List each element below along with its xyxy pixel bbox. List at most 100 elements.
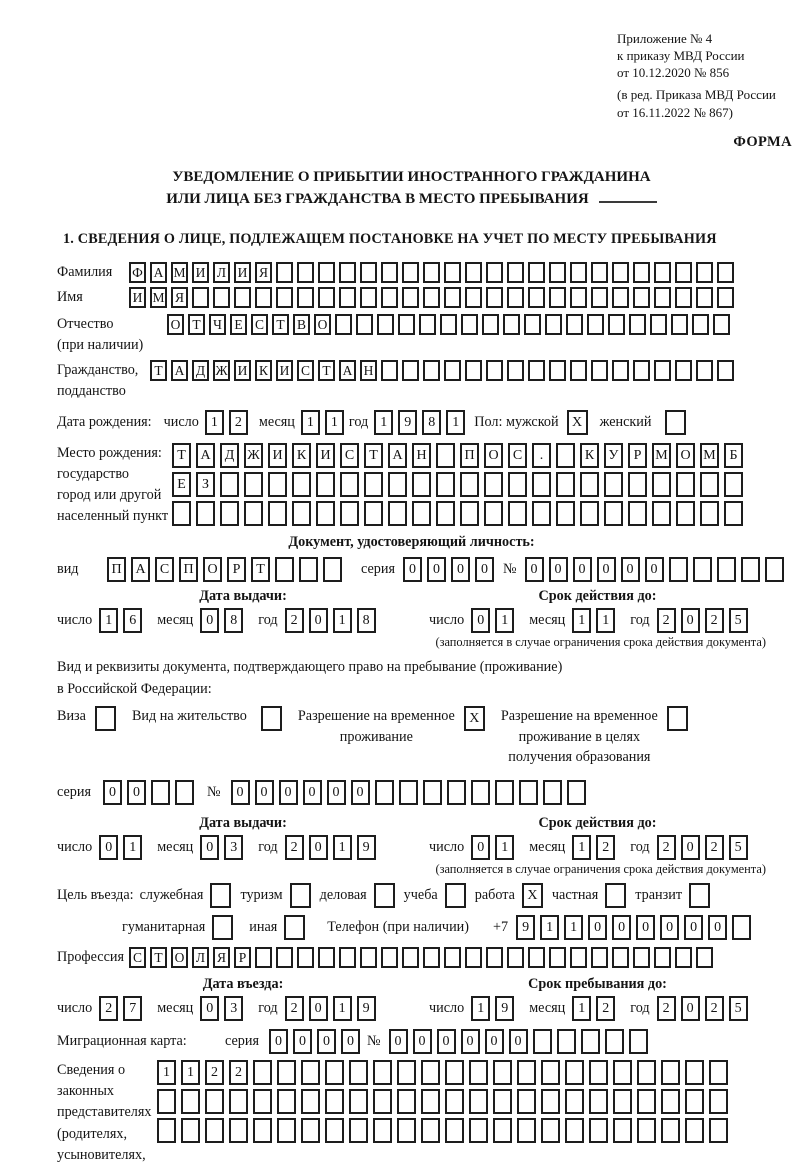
char-cell[interactable]: [613, 1117, 632, 1143]
char-cell[interactable]: [470, 779, 490, 805]
char-cell[interactable]: [696, 359, 713, 381]
char-cell[interactable]: [402, 946, 419, 968]
char-cell[interactable]: 0: [612, 914, 632, 940]
char-cell[interactable]: С: [297, 359, 314, 381]
char-cell[interactable]: [591, 261, 608, 283]
char-cell[interactable]: 2: [99, 995, 119, 1021]
char-cell[interactable]: [436, 500, 455, 526]
char-cell[interactable]: X: [566, 409, 588, 435]
char-cell[interactable]: 0: [308, 834, 328, 860]
char-cell[interactable]: [652, 471, 671, 497]
char-cell[interactable]: [589, 1117, 608, 1143]
char-cell[interactable]: [486, 261, 503, 283]
char-cell[interactable]: [192, 286, 209, 308]
char-cell[interactable]: [604, 1028, 624, 1054]
char-cell[interactable]: А: [171, 359, 188, 381]
char-cell[interactable]: [461, 313, 478, 335]
char-cell[interactable]: [764, 556, 784, 582]
char-cell[interactable]: Е: [172, 471, 191, 497]
char-cell[interactable]: [469, 1088, 488, 1114]
char-cell[interactable]: [654, 946, 671, 968]
char-cell[interactable]: [549, 286, 566, 308]
char-cell[interactable]: 0: [340, 1028, 360, 1054]
char-cell[interactable]: [397, 1088, 416, 1114]
char-cell[interactable]: [589, 1088, 608, 1114]
char-cell[interactable]: А: [339, 359, 356, 381]
char-cell[interactable]: 8: [422, 409, 442, 435]
char-cell[interactable]: [398, 779, 418, 805]
char-cell[interactable]: [436, 442, 455, 468]
char-cell[interactable]: [628, 500, 647, 526]
char-cell[interactable]: [268, 471, 287, 497]
char-cell[interactable]: [339, 286, 356, 308]
char-cell[interactable]: [556, 442, 575, 468]
char-cell[interactable]: [692, 556, 712, 582]
char-cell[interactable]: [277, 1088, 296, 1114]
char-cell[interactable]: [421, 1059, 440, 1085]
char-cell[interactable]: Ф: [129, 261, 146, 283]
char-cell[interactable]: 2: [704, 607, 724, 633]
char-cell[interactable]: [612, 261, 629, 283]
char-cell[interactable]: [244, 471, 263, 497]
char-cell[interactable]: [181, 1117, 200, 1143]
char-cell[interactable]: [299, 556, 318, 582]
char-cell[interactable]: [469, 1117, 488, 1143]
char-cell[interactable]: [518, 779, 538, 805]
char-cell[interactable]: [444, 946, 461, 968]
char-cell[interactable]: [717, 359, 734, 381]
char-cell[interactable]: [517, 1088, 536, 1114]
char-cell[interactable]: [608, 313, 625, 335]
char-cell[interactable]: [323, 556, 342, 582]
char-cell[interactable]: Д: [192, 359, 209, 381]
char-cell[interactable]: [591, 286, 608, 308]
char-cell[interactable]: [292, 500, 311, 526]
char-cell[interactable]: [397, 1117, 416, 1143]
char-cell[interactable]: Д: [220, 442, 239, 468]
char-cell[interactable]: [181, 1088, 200, 1114]
char-cell[interactable]: [661, 1117, 680, 1143]
char-cell[interactable]: [528, 261, 545, 283]
char-cell[interactable]: [717, 261, 734, 283]
char-cell[interactable]: 0: [524, 556, 544, 582]
char-cell[interactable]: Т: [188, 313, 205, 335]
char-cell[interactable]: [316, 500, 335, 526]
char-cell[interactable]: Ж: [213, 359, 230, 381]
char-cell[interactable]: [503, 313, 520, 335]
char-cell[interactable]: [465, 261, 482, 283]
char-cell[interactable]: О: [314, 313, 331, 335]
char-cell[interactable]: [675, 946, 692, 968]
char-cell[interactable]: [297, 286, 314, 308]
char-cell[interactable]: [325, 1117, 344, 1143]
char-cell[interactable]: 0: [471, 834, 491, 860]
char-cell[interactable]: [541, 1088, 560, 1114]
char-cell[interactable]: [665, 409, 687, 435]
char-cell[interactable]: [486, 286, 503, 308]
char-cell[interactable]: [373, 882, 395, 908]
char-cell[interactable]: [318, 261, 335, 283]
char-cell[interactable]: [253, 1088, 272, 1114]
char-cell[interactable]: [486, 359, 503, 381]
char-cell[interactable]: 0: [326, 779, 346, 805]
char-cell[interactable]: [301, 1088, 320, 1114]
char-cell[interactable]: С: [129, 946, 146, 968]
char-cell[interactable]: 0: [484, 1028, 504, 1054]
char-cell[interactable]: [613, 1088, 632, 1114]
char-cell[interactable]: 0: [278, 779, 298, 805]
char-cell[interactable]: [276, 261, 293, 283]
char-cell[interactable]: [628, 471, 647, 497]
char-cell[interactable]: [671, 313, 688, 335]
char-cell[interactable]: Л: [213, 261, 230, 283]
char-cell[interactable]: [549, 946, 566, 968]
char-cell[interactable]: 9: [516, 914, 536, 940]
char-cell[interactable]: [709, 1059, 728, 1085]
char-cell[interactable]: [381, 946, 398, 968]
char-cell[interactable]: [444, 261, 461, 283]
char-cell[interactable]: [444, 882, 466, 908]
char-cell[interactable]: [717, 286, 734, 308]
char-cell[interactable]: Т: [364, 442, 383, 468]
char-cell[interactable]: Т: [272, 313, 289, 335]
char-cell[interactable]: 2: [704, 995, 724, 1021]
char-cell[interactable]: [356, 313, 373, 335]
char-cell[interactable]: [676, 471, 695, 497]
char-cell[interactable]: 0: [308, 995, 328, 1021]
